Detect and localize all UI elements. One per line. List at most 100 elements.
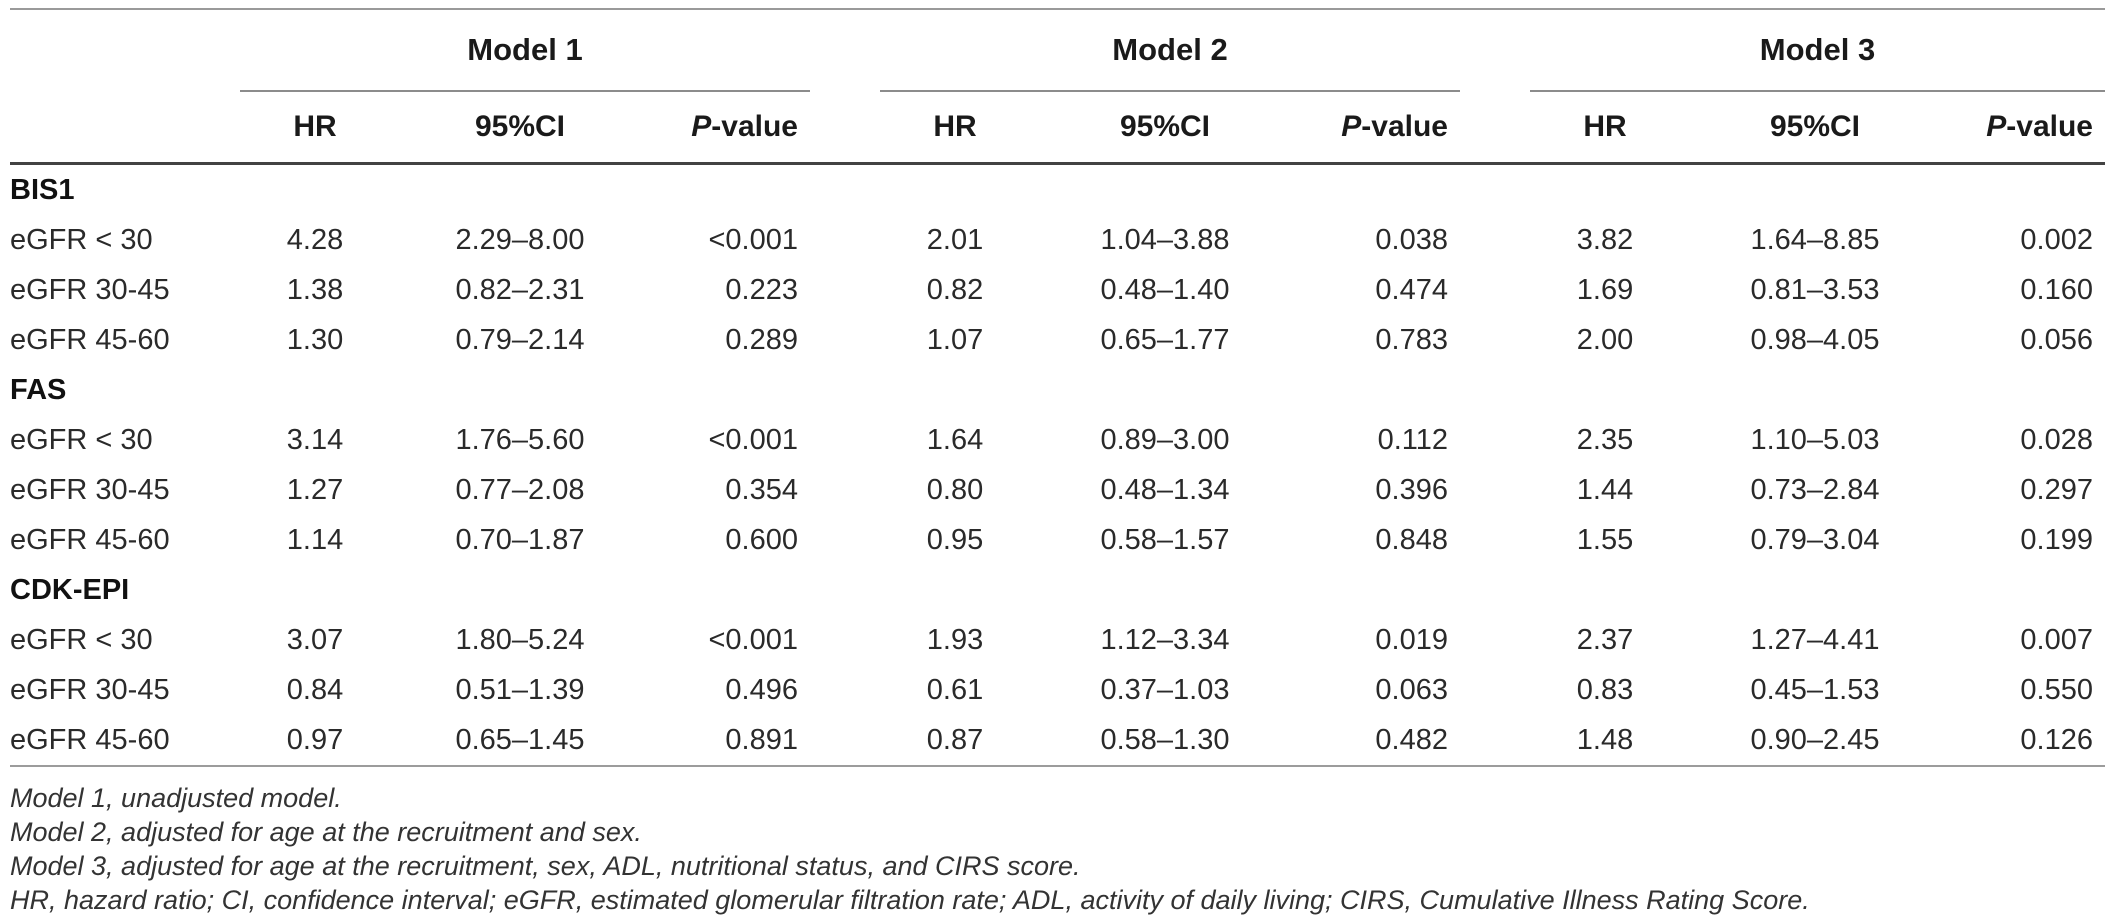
ci-value: 0.79–2.14 — [455, 323, 585, 356]
p-value: 0.848 — [1375, 523, 1448, 556]
m1-ci-header: 95%CI — [390, 91, 650, 165]
p-value: 0.496 — [725, 673, 798, 706]
p-value: 0.474 — [1375, 273, 1448, 306]
p-value: 0.354 — [725, 473, 798, 506]
ci-value: 0.89–3.00 — [1100, 423, 1230, 456]
ci-value: 1.10–5.03 — [1750, 423, 1880, 456]
table-row: eGFR 30-45 1.38 0.82–2.31 0.223 0.82 0.4… — [10, 265, 2105, 315]
group-spacer — [810, 315, 880, 365]
ci-value: 0.70–1.87 — [455, 523, 585, 556]
footnote-model2: Model 2, adjusted for age at the recruit… — [10, 817, 642, 847]
hr-value: 3.82 — [1576, 223, 1634, 256]
ci-value: 0.48–1.34 — [1100, 473, 1230, 506]
hr-value: 2.35 — [1576, 423, 1634, 456]
model-3-group-header: Model 3 — [1530, 9, 2105, 92]
hr-value: 2.00 — [1576, 323, 1634, 356]
table-row: eGFR < 30 3.07 1.80–5.24 <0.001 1.93 1.1… — [10, 615, 2105, 665]
p-value: <0.001 — [708, 623, 798, 656]
ci-value: 0.65–1.45 — [390, 715, 650, 767]
m1-p-header: P-value — [650, 91, 810, 165]
group-spacer — [1460, 9, 1530, 91]
ci-value: 0.79–3.04 — [1750, 523, 1880, 556]
table-row: eGFR 30-45 0.84 0.51–1.39 0.496 0.61 0.3… — [10, 665, 2105, 715]
ci-value: 0.73–2.84 — [1750, 473, 1880, 506]
group-spacer — [810, 665, 880, 715]
group-spacer — [1460, 265, 1530, 315]
model-2-group-header: Model 2 — [880, 9, 1460, 92]
hr-value: 0.80 — [926, 473, 984, 506]
p-rest: -value — [711, 110, 798, 143]
hr-value: 0.87 — [880, 715, 1030, 767]
section-label: BIS1 — [10, 173, 75, 206]
column-header-row: HR 95%CI P-value HR 95%CI P-value HR 95%… — [10, 91, 2105, 165]
ci-value: 1.04–3.88 — [1100, 223, 1230, 256]
hr-value: 0.95 — [926, 523, 984, 556]
hazard-ratio-table: Model 1 Model 2 Model 3 HR 95%CI P-value… — [10, 8, 2105, 767]
group-spacer — [1460, 415, 1530, 465]
ci-value: 1.76–5.60 — [455, 423, 585, 456]
p-value: 0.783 — [1375, 323, 1448, 356]
table-row: eGFR 30-45 1.27 0.77–2.08 0.354 0.80 0.4… — [10, 465, 2105, 515]
table-row: eGFR < 30 3.14 1.76–5.60 <0.001 1.64 0.8… — [10, 415, 2105, 465]
p-value: 0.112 — [1377, 423, 1448, 456]
ci-value: 1.64–8.85 — [1750, 223, 1880, 256]
row-label: eGFR 30-45 — [10, 673, 170, 706]
group-spacer — [1460, 91, 1530, 165]
ci-value: 1.80–5.24 — [455, 623, 585, 656]
ci-value: 0.51–1.39 — [455, 673, 585, 706]
hr-value: 0.97 — [240, 715, 390, 767]
m3-p-header: P-value — [1950, 91, 2105, 165]
group-spacer — [810, 465, 880, 515]
hr-value: 1.07 — [926, 323, 984, 356]
table-row: eGFR 45-60 1.30 0.79–2.14 0.289 1.07 0.6… — [10, 315, 2105, 365]
p-value: 0.038 — [1375, 223, 1448, 256]
ci-value: 2.29–8.00 — [455, 223, 585, 256]
group-spacer — [1460, 515, 1530, 565]
group-spacer — [810, 265, 880, 315]
p-value: 0.019 — [1375, 623, 1448, 656]
hr-value: 3.14 — [286, 423, 344, 456]
hr-value: 2.01 — [926, 223, 984, 256]
group-spacer — [810, 91, 880, 165]
p-value: 0.007 — [2020, 623, 2093, 656]
row-label: eGFR 45-60 — [10, 523, 170, 556]
ci-value: 0.37–1.03 — [1100, 673, 1230, 706]
ci-value: 0.45–1.53 — [1750, 673, 1880, 706]
m2-ci-header: 95%CI — [1030, 91, 1300, 165]
model-1-group-header: Model 1 — [240, 9, 810, 92]
footnote-model3: Model 3, adjusted for age at the recruit… — [10, 851, 1081, 881]
row-label-header — [10, 91, 240, 165]
hr-value: 1.69 — [1576, 273, 1634, 306]
p-value: 0.160 — [2020, 273, 2093, 306]
p-value: 0.028 — [2020, 423, 2093, 456]
group-spacer — [810, 515, 880, 565]
hr-value: 1.27 — [286, 473, 344, 506]
row-label: eGFR 45-60 — [10, 323, 170, 356]
m1-hr-header: HR — [240, 91, 390, 165]
hr-value: 2.37 — [1576, 623, 1634, 656]
group-spacer — [1460, 215, 1530, 265]
p-rest: -value — [2006, 110, 2093, 143]
group-spacer — [1460, 465, 1530, 515]
hr-value: 0.84 — [286, 673, 344, 706]
row-label: eGFR 30-45 — [10, 473, 170, 506]
row-label: eGFR 45-60 — [10, 715, 240, 767]
p-value: 0.891 — [650, 715, 810, 767]
hr-value: 0.61 — [926, 673, 984, 706]
p-italic: P — [691, 110, 712, 143]
section-label: FAS — [10, 373, 67, 406]
ci-value: 0.48–1.40 — [1100, 273, 1230, 306]
m3-ci-header: 95%CI — [1680, 91, 1950, 165]
table-row: eGFR 45-60 1.14 0.70–1.87 0.600 0.95 0.5… — [10, 515, 2105, 565]
hr-value: 4.28 — [286, 223, 344, 256]
row-label: eGFR < 30 — [10, 223, 153, 256]
table-row: eGFR < 30 4.28 2.29–8.00 <0.001 2.01 1.0… — [10, 215, 2105, 265]
group-spacer — [1460, 315, 1530, 365]
p-value: <0.001 — [708, 223, 798, 256]
p-value: 0.063 — [1375, 673, 1448, 706]
ci-value: 1.12–3.34 — [1100, 623, 1230, 656]
hr-value: 0.82 — [926, 273, 984, 306]
section-row-fas: FAS — [10, 365, 2105, 415]
m3-hr-header: HR — [1530, 91, 1680, 165]
group-spacer — [810, 9, 880, 91]
